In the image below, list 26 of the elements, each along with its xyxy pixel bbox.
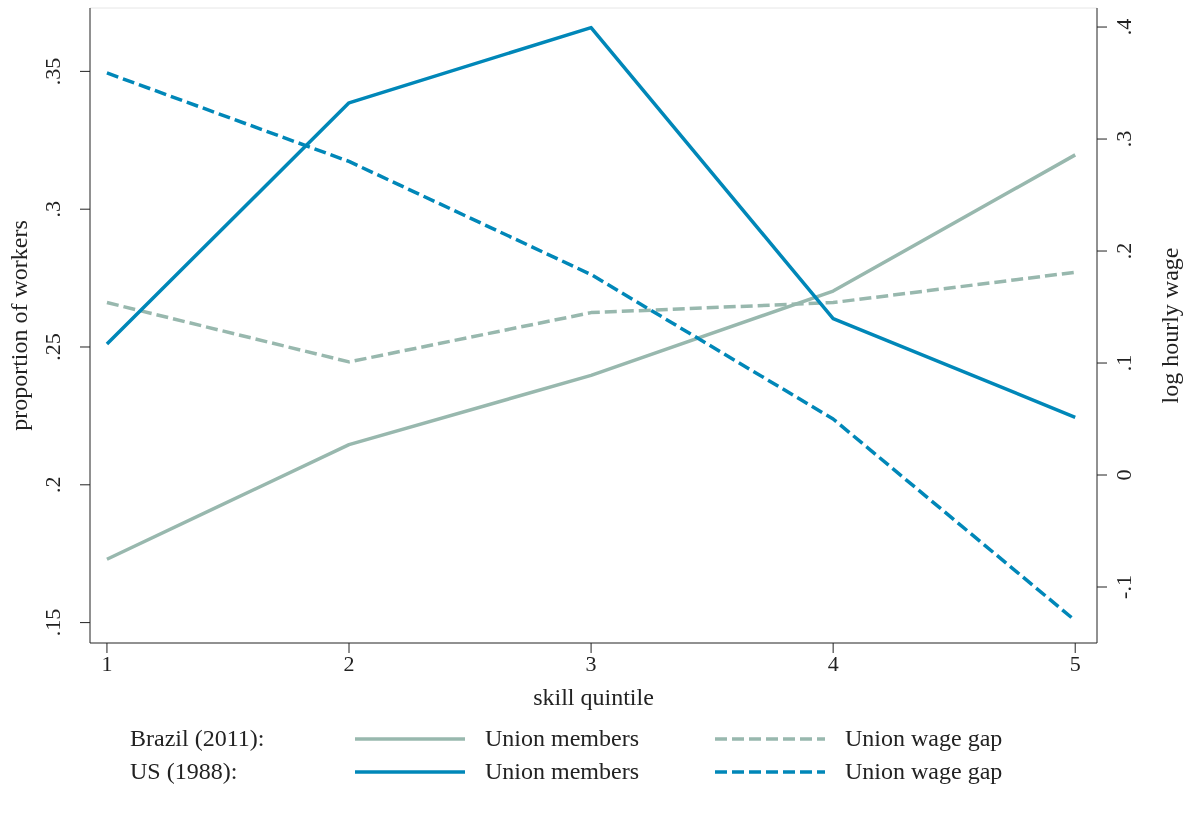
y2-tick-label: .2 [1111, 242, 1136, 260]
text: Brazil (2011): [130, 725, 266, 752]
y-tick-label: .15 [40, 608, 65, 637]
x-tick-label: 2 [343, 650, 355, 676]
y-axis-title: proportion of workers [5, 220, 32, 431]
y2-tick-label: .1 [1111, 354, 1136, 372]
text: US (1988): [130, 758, 239, 785]
y2-axis-title: log hourly wage [1156, 247, 1183, 404]
x-tick-label: 3 [585, 650, 597, 676]
y2-tick-label: .3 [1111, 130, 1136, 148]
y-tick-label: .25 [40, 333, 65, 361]
legend-label: Union wage gap [845, 758, 1004, 785]
y-tick-label: .3 [40, 200, 65, 218]
line-series [105, 153, 1077, 561]
legend-label: Union members [485, 725, 640, 752]
y-tick-label: .35 [40, 57, 65, 86]
x-tick-label: 1 [101, 650, 113, 676]
x-tick-label: 5 [1069, 650, 1081, 676]
y-tick-label: .2 [40, 476, 65, 494]
legend-label: Union wage gap [845, 725, 1004, 752]
legend-label: Union members [485, 758, 640, 785]
y2-tick-label: .4 [1111, 18, 1136, 36]
y2-tick-label: -.1 [1111, 575, 1136, 599]
x-tick-label: 4 [827, 650, 839, 676]
y2-tick-label: 0 [1111, 469, 1136, 481]
x-axis-title: skill quintile [533, 684, 654, 710]
